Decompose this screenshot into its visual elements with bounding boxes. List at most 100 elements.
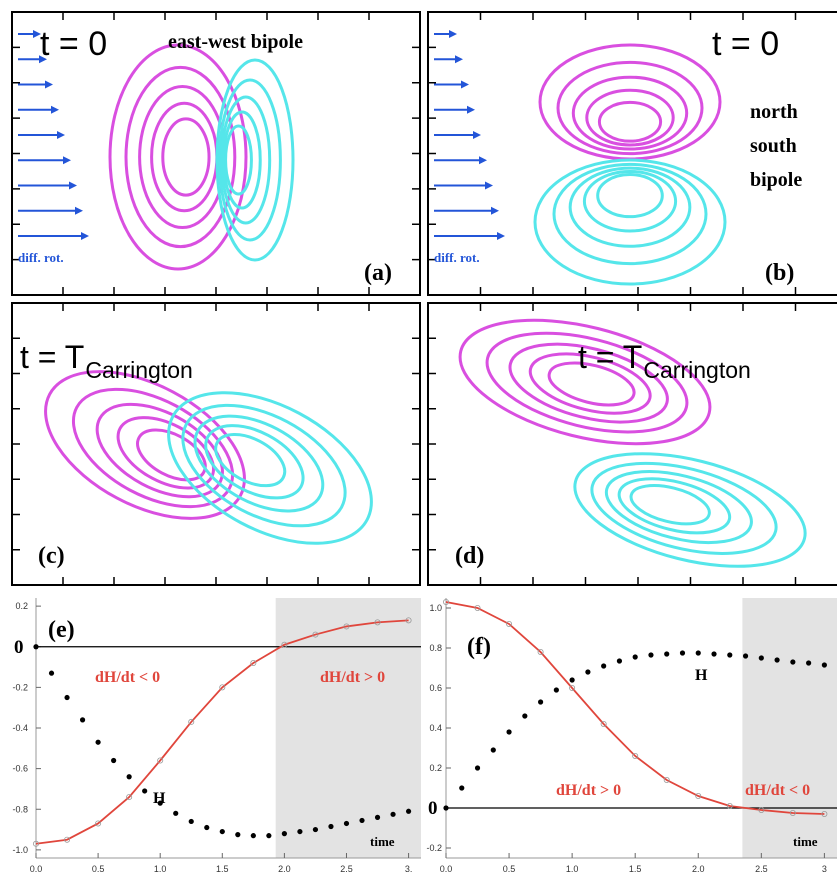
contour bbox=[508, 342, 669, 424]
contour bbox=[108, 43, 248, 271]
helicity-point bbox=[312, 826, 319, 833]
data-point bbox=[157, 757, 164, 764]
contour bbox=[571, 75, 689, 151]
rotation-arrow-head bbox=[81, 232, 89, 240]
contour bbox=[215, 58, 295, 262]
contour bbox=[44, 370, 246, 520]
annotation: time bbox=[793, 834, 818, 849]
data-point bbox=[600, 721, 607, 728]
data-point bbox=[343, 623, 350, 630]
x-tick-label: 2.0 bbox=[278, 864, 291, 874]
contour bbox=[617, 477, 732, 535]
x-tick-label: 0.0 bbox=[440, 864, 453, 874]
helicity-point bbox=[742, 653, 749, 659]
helicity-point bbox=[506, 729, 512, 735]
y-tick-label: 0 bbox=[14, 637, 24, 658]
contour bbox=[220, 95, 272, 225]
y-tick-label: 0.4 bbox=[429, 723, 442, 733]
helicity-point bbox=[219, 828, 225, 835]
helicity-point bbox=[632, 654, 638, 660]
y-tick-label: 0.8 bbox=[429, 643, 442, 653]
helicity-point bbox=[188, 818, 194, 825]
helicity-point bbox=[390, 811, 396, 817]
annotation: time bbox=[370, 834, 395, 849]
data-point bbox=[405, 617, 412, 624]
x-tick-label: 1.0 bbox=[566, 864, 579, 874]
helicity-point bbox=[774, 657, 780, 663]
contour bbox=[528, 352, 652, 415]
helicity-point bbox=[459, 785, 465, 791]
rotation-arrow-head bbox=[473, 131, 481, 139]
contour bbox=[222, 110, 262, 210]
contour bbox=[556, 60, 704, 156]
helicity-point bbox=[679, 650, 686, 656]
panel-label: (c) bbox=[38, 543, 65, 569]
annotation: dH/dt < 0 bbox=[745, 782, 810, 799]
x-tick-label: 0.5 bbox=[92, 864, 105, 874]
helicity-point bbox=[727, 652, 733, 658]
contour bbox=[458, 318, 712, 446]
panel-title-subscript: Carrington bbox=[85, 357, 193, 383]
helicity-point bbox=[281, 831, 287, 837]
y-tick-label: -0.6 bbox=[12, 764, 28, 774]
contour bbox=[582, 169, 678, 233]
data-point bbox=[821, 811, 828, 818]
panel-label: (e) bbox=[48, 617, 75, 643]
panel-label: (f) bbox=[467, 634, 491, 660]
y-tick-label: 0.6 bbox=[429, 683, 442, 693]
y-tick-label: -0.2 bbox=[12, 682, 28, 692]
y-tick-label: -0.8 bbox=[12, 804, 28, 814]
contour bbox=[214, 432, 287, 488]
data-point bbox=[281, 641, 288, 648]
helicity-point bbox=[664, 651, 670, 657]
rotation-arrow-head bbox=[39, 55, 47, 64]
helicity-point bbox=[616, 658, 623, 664]
x-tick-label: 0.5 bbox=[503, 864, 516, 874]
helicity-point bbox=[695, 650, 701, 656]
data-point bbox=[726, 803, 733, 810]
contour bbox=[629, 484, 711, 526]
data-point bbox=[250, 660, 257, 667]
helicity-point bbox=[126, 774, 132, 780]
panel-label: (b) bbox=[765, 260, 794, 286]
helicity-point bbox=[758, 655, 764, 661]
contour bbox=[590, 461, 778, 555]
helicity-point bbox=[250, 833, 256, 839]
rotation-arrow-head bbox=[479, 156, 487, 165]
data-point bbox=[632, 753, 639, 760]
panel-title: t = T bbox=[578, 339, 642, 375]
helicity-point bbox=[443, 805, 449, 811]
contour bbox=[193, 414, 325, 513]
contour bbox=[136, 428, 207, 482]
data-point bbox=[506, 621, 513, 628]
fit-line bbox=[445, 601, 825, 815]
contour bbox=[224, 124, 253, 196]
helicity-point bbox=[235, 832, 241, 838]
contour bbox=[181, 403, 347, 528]
helicity-point bbox=[48, 670, 55, 676]
fit-line bbox=[35, 619, 409, 845]
helicity-point bbox=[64, 694, 70, 701]
x-tick-label: 2.0 bbox=[692, 864, 705, 874]
data-point bbox=[442, 599, 449, 606]
rotation-arrow-head bbox=[467, 105, 475, 114]
helicity-point bbox=[537, 699, 544, 705]
contour bbox=[161, 117, 211, 197]
helicity-point bbox=[328, 823, 334, 830]
y-tick-label: 0 bbox=[428, 798, 438, 819]
shaded-region bbox=[275, 598, 421, 858]
helicity-point bbox=[553, 687, 559, 693]
y-tick-label: -0.2 bbox=[426, 843, 442, 853]
data-point bbox=[126, 794, 133, 801]
panel-title: t = 0 bbox=[40, 25, 107, 63]
rotation-arrow-head bbox=[461, 80, 469, 89]
contour bbox=[218, 78, 282, 242]
panel-title: t = 0 bbox=[712, 25, 779, 63]
x-tick-label: 2.5 bbox=[755, 864, 768, 874]
helicity-point bbox=[569, 677, 575, 683]
annotation: dH/dt < 0 bbox=[95, 669, 160, 686]
data-point bbox=[33, 840, 40, 847]
helicity-point bbox=[359, 817, 365, 824]
data-point bbox=[312, 631, 319, 638]
